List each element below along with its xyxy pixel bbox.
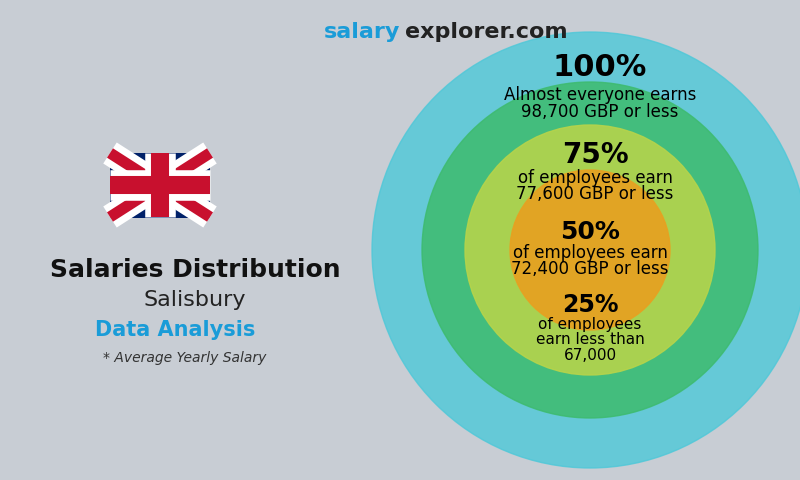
- Text: salary: salary: [324, 22, 400, 42]
- FancyBboxPatch shape: [110, 153, 210, 218]
- Text: 77,600 GBP or less: 77,600 GBP or less: [516, 185, 674, 203]
- Circle shape: [372, 32, 800, 468]
- Circle shape: [465, 125, 715, 375]
- Text: 67,000: 67,000: [563, 348, 617, 363]
- Text: Almost everyone earns: Almost everyone earns: [504, 86, 696, 104]
- Text: 50%: 50%: [560, 220, 620, 244]
- Circle shape: [510, 170, 670, 330]
- Text: Salisbury: Salisbury: [144, 290, 246, 310]
- Text: 75%: 75%: [562, 141, 628, 169]
- Text: of employees: of employees: [538, 317, 642, 333]
- Text: Data Analysis: Data Analysis: [95, 320, 255, 340]
- Text: of employees earn: of employees earn: [513, 244, 667, 262]
- Text: 72,400 GBP or less: 72,400 GBP or less: [511, 260, 669, 278]
- Text: Salaries Distribution: Salaries Distribution: [50, 258, 340, 282]
- Circle shape: [422, 82, 758, 418]
- Text: * Average Yearly Salary: * Average Yearly Salary: [103, 351, 266, 365]
- Text: 25%: 25%: [562, 293, 618, 317]
- Text: earn less than: earn less than: [536, 333, 644, 348]
- Text: 100%: 100%: [553, 53, 647, 83]
- Text: of employees earn: of employees earn: [518, 169, 673, 187]
- Text: 98,700 GBP or less: 98,700 GBP or less: [522, 103, 678, 121]
- Text: explorer.com: explorer.com: [405, 22, 568, 42]
